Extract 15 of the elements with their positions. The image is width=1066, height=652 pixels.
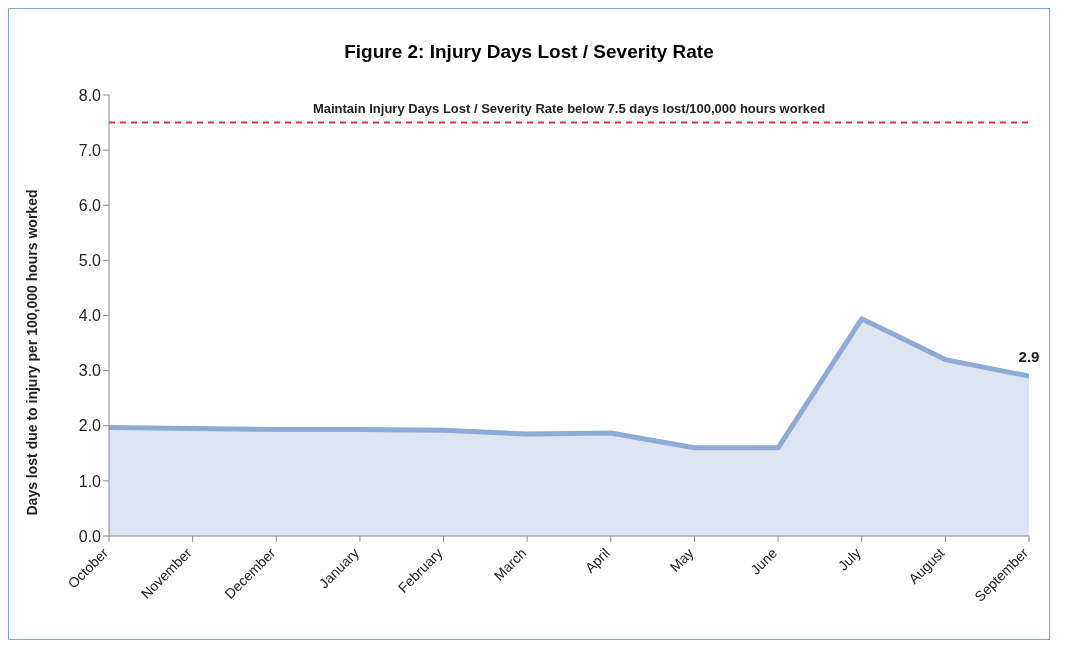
y-axis-title: Days lost due to injury per 100,000 hours worked [23, 189, 40, 516]
y-tick-label: 2.0 [78, 417, 102, 435]
y-tick-label: 8.0 [78, 86, 102, 104]
y-tick-label: 3.0 [78, 362, 102, 380]
chart-title: Figure 2: Injury Days Lost / Severity Rate [343, 41, 715, 64]
x-tick-label: July [834, 544, 864, 574]
y-tick-label: 7.0 [78, 141, 102, 159]
x-tick-label: May [666, 544, 697, 575]
y-tick-label: 0.0 [78, 527, 102, 545]
y-tick-label: 1.0 [78, 472, 102, 490]
data-label: 2.9 [1018, 348, 1040, 366]
ref-line-label: Maintain Injury Days Lost / Severity Rate below 7.5 days lost/100,000 hours worked [312, 100, 826, 116]
y-tick-label: 4.0 [78, 307, 102, 325]
y-tick-label: 6.0 [78, 196, 102, 214]
y-tick-label: 5.0 [78, 252, 102, 270]
